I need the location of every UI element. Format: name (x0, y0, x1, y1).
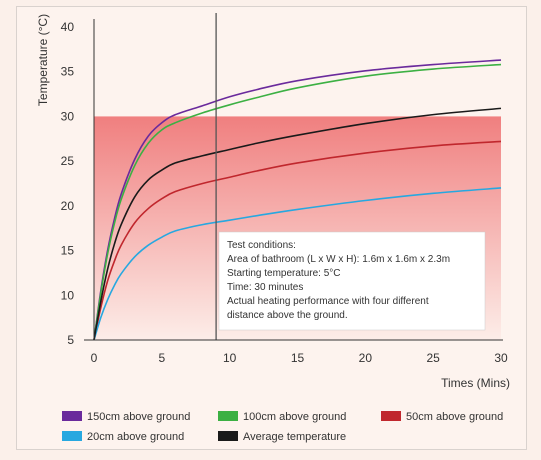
legend-swatch-average (218, 431, 238, 441)
y-tick-label: 20 (61, 199, 75, 213)
y-tick-label: 10 (61, 288, 75, 302)
legend: 150cm above ground 100cm above ground 50… (62, 411, 503, 443)
x-tick-labels: 0 5 10 15 20 25 30 (91, 351, 508, 365)
y-tick-label: 30 (61, 109, 75, 123)
y-tick-label: 40 (61, 20, 75, 34)
y-tick-label: 35 (61, 65, 75, 79)
series-line-2 (93, 140, 502, 341)
y-axis-title: Temperature (°C) (36, 14, 50, 106)
legend-label: 50cm above ground (406, 411, 503, 423)
annotation-line: Test conditions: (227, 240, 296, 251)
legend-label: 150cm above ground (87, 411, 190, 423)
x-tick-label: 30 (494, 351, 508, 365)
legend-swatch-100cm (218, 411, 238, 421)
annotation-line: distance above the ground. (227, 310, 348, 321)
annotation-line: Area of bathroom (L x W x H): 1.6m x 1.6… (227, 254, 450, 265)
series-layer (93, 59, 502, 341)
x-tick-label: 25 (426, 351, 440, 365)
legend-swatch-150cm (62, 411, 82, 421)
series-line-1 (93, 63, 502, 341)
series-line-4 (93, 107, 502, 341)
annotation-line: Actual heating performance with four dif… (227, 296, 429, 307)
series-line-3 (93, 187, 502, 341)
y-tick-labels: 5 10 15 20 25 30 35 40 (61, 20, 75, 347)
annotation-line: Time: 30 minutes (227, 282, 303, 293)
legend-swatch-50cm (381, 411, 401, 421)
y-tick-label: 25 (61, 154, 75, 168)
legend-label: 20cm above ground (87, 431, 184, 443)
legend-label: Average temperature (243, 431, 346, 443)
x-tick-label: 15 (291, 351, 305, 365)
annotation-line: Starting temperature: 5°C (227, 268, 341, 279)
x-tick-label: 0 (91, 351, 98, 365)
legend-swatch-20cm (62, 431, 82, 441)
annotation-box: Test conditions: Area of bathroom (L x W… (218, 231, 486, 331)
x-tick-label: 10 (223, 351, 237, 365)
y-tick-label: 15 (61, 244, 75, 258)
y-tick-label: 5 (67, 333, 74, 347)
x-tick-label: 20 (359, 351, 373, 365)
series-line-0 (93, 59, 502, 341)
legend-label: 100cm above ground (243, 411, 346, 423)
x-tick-label: 5 (158, 351, 165, 365)
x-axis-title: Times (Mins) (441, 376, 510, 390)
